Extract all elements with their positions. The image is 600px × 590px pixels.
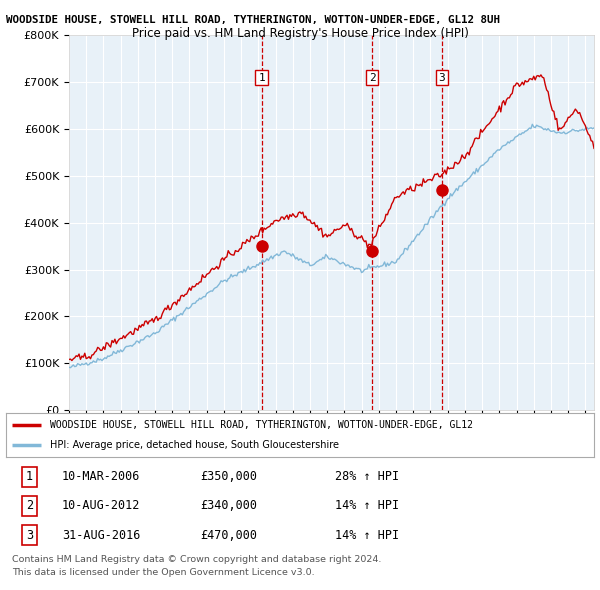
Text: 31-AUG-2016: 31-AUG-2016 xyxy=(62,529,140,542)
Text: 1: 1 xyxy=(258,73,265,83)
Text: 10-AUG-2012: 10-AUG-2012 xyxy=(62,499,140,513)
Text: 28% ↑ HPI: 28% ↑ HPI xyxy=(335,470,400,483)
Text: HPI: Average price, detached house, South Gloucestershire: HPI: Average price, detached house, Sout… xyxy=(50,440,339,450)
Text: £340,000: £340,000 xyxy=(200,499,257,513)
Text: 3: 3 xyxy=(26,529,33,542)
Text: 14% ↑ HPI: 14% ↑ HPI xyxy=(335,499,400,513)
Text: 2: 2 xyxy=(26,499,33,513)
Text: £470,000: £470,000 xyxy=(200,529,257,542)
Text: 1: 1 xyxy=(26,470,33,483)
Text: 10-MAR-2006: 10-MAR-2006 xyxy=(62,470,140,483)
Text: Price paid vs. HM Land Registry's House Price Index (HPI): Price paid vs. HM Land Registry's House … xyxy=(131,27,469,40)
Text: 3: 3 xyxy=(439,73,445,83)
Text: WOODSIDE HOUSE, STOWELL HILL ROAD, TYTHERINGTON, WOTTON-UNDER-EDGE, GL12 8UH: WOODSIDE HOUSE, STOWELL HILL ROAD, TYTHE… xyxy=(6,15,500,25)
Text: 14% ↑ HPI: 14% ↑ HPI xyxy=(335,529,400,542)
Text: Contains HM Land Registry data © Crown copyright and database right 2024.
This d: Contains HM Land Registry data © Crown c… xyxy=(12,556,381,577)
Text: WOODSIDE HOUSE, STOWELL HILL ROAD, TYTHERINGTON, WOTTON-UNDER-EDGE, GL12: WOODSIDE HOUSE, STOWELL HILL ROAD, TYTHE… xyxy=(50,421,473,430)
Text: £350,000: £350,000 xyxy=(200,470,257,483)
Text: 2: 2 xyxy=(369,73,376,83)
